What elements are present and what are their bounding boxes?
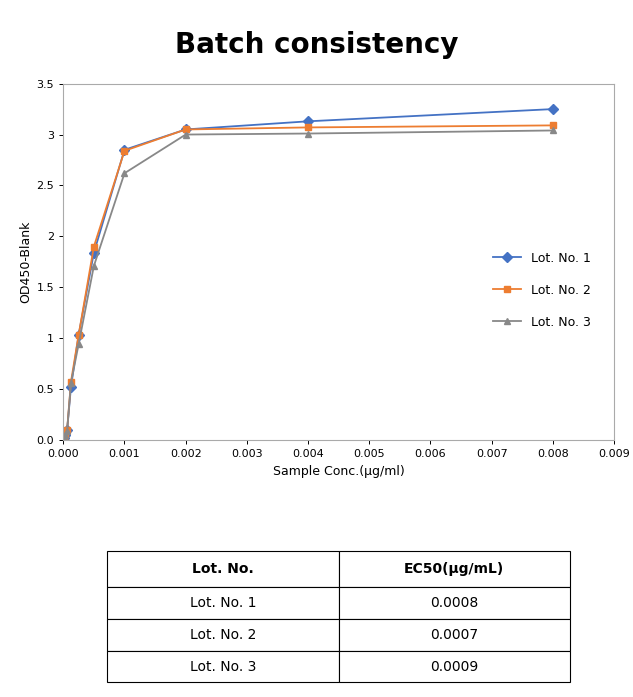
Lot. No. 2 [75,331,82,339]
Lot. No. 3 [182,130,189,139]
Lot. No. 2 [61,434,68,442]
Lot. No. 3 [61,431,69,439]
Lot. No. 2 [63,426,71,434]
Lot. No. 3 [121,169,128,178]
Lot. No. 1 [90,248,97,256]
Line: Lot. No. 1: Lot. No. 1 [61,106,556,441]
Lot. No. 2 [549,121,556,130]
Lot. No. 3 [549,126,556,135]
Lot. No. 3 [61,434,68,442]
Lot. No. 1 [63,426,71,434]
Line: Lot. No. 3: Lot. No. 3 [61,127,556,441]
Lot. No. 2 [67,378,75,386]
Lot. No. 2 [182,125,189,134]
Lot. No. 1 [67,383,75,391]
Lot. No. 3 [304,130,312,138]
Lot. No. 1 [182,125,189,134]
X-axis label: Sample Conc.(μg/ml): Sample Conc.(μg/ml) [273,465,404,477]
Lot. No. 2 [304,123,312,132]
Lot. No. 2 [61,431,69,439]
Lot. No. 2 [90,243,97,251]
Lot. No. 1 [549,105,556,114]
Legend: Lot. No. 1, Lot. No. 2, Lot. No. 3: Lot. No. 1, Lot. No. 2, Lot. No. 3 [487,246,597,335]
Lot. No. 3 [67,378,75,387]
Lot. No. 3 [63,427,71,435]
Lot. No. 2 [121,146,128,155]
Lot. No. 1 [75,331,82,339]
Lot. No. 3 [90,261,97,270]
Text: Batch consistency: Batch consistency [175,31,458,59]
Y-axis label: OD450-Blank: OD450-Blank [20,221,32,303]
Lot. No. 1 [61,431,69,439]
Lot. No. 3 [75,340,82,348]
Lot. No. 1 [304,117,312,125]
Lot. No. 1 [121,146,128,154]
Line: Lot. No. 2: Lot. No. 2 [61,122,556,441]
Lot. No. 1 [61,434,68,442]
